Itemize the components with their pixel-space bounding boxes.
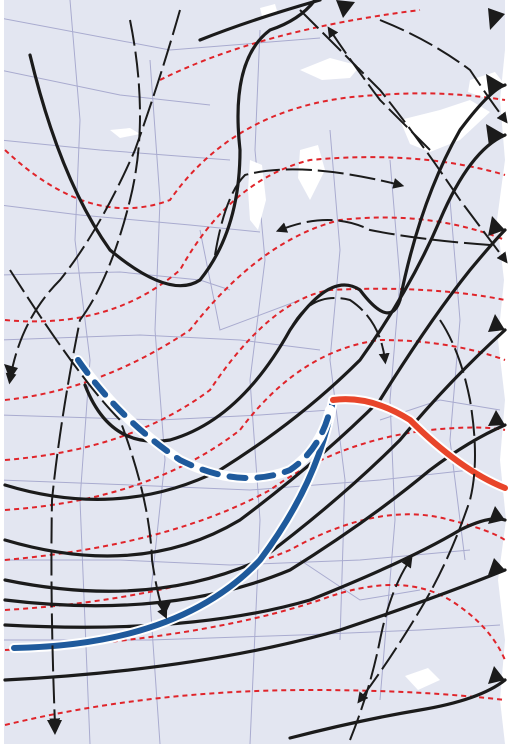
left-margin — [0, 0, 4, 744]
streamline-e — [275, 219, 491, 246]
isobar-low — [83, 83, 507, 443]
right-ocean — [497, 0, 523, 744]
streamline-i — [357, 319, 476, 704]
streamline-j — [349, 556, 413, 741]
warm-front — [330, 396, 508, 491]
great-lake-erie — [400, 100, 490, 152]
isotherm-3 — [4, 156, 506, 323]
isotherm-5 — [4, 287, 506, 461]
water-bodies — [110, 0, 523, 744]
isobar-arrowheads — [4, 0, 505, 735]
isobar-2 — [3, 133, 507, 501]
great-lake-ontario — [468, 72, 505, 98]
isotherm-7 — [4, 426, 506, 561]
isobar-6 — [3, 517, 507, 629]
isobar-7 — [3, 568, 507, 682]
isotherm-1 — [159, 9, 421, 81]
isobar-9 — [198, 0, 322, 42]
great-lake-upper — [300, 58, 360, 80]
bay-southeast — [405, 668, 440, 690]
streamlines — [5, 9, 508, 741]
isotherm-9 — [4, 584, 506, 661]
streamline-f — [289, 297, 390, 365]
streamline-h — [327, 26, 431, 151]
great-lake-michigan — [248, 160, 266, 230]
small-lake-west — [110, 128, 140, 138]
streamline-k — [379, 19, 508, 124]
isotherm-2 — [4, 92, 506, 210]
isobar-4 — [3, 328, 507, 593]
state-borders — [0, 0, 501, 744]
isobar-8 — [288, 678, 507, 740]
streamline-d — [214, 168, 405, 256]
isobar-3 — [3, 228, 507, 558]
streamline-a — [5, 9, 181, 385]
cold-front — [11, 397, 336, 651]
streamline-b — [49, 19, 141, 730]
isotherm-10 — [4, 688, 506, 726]
isotherm-6 — [4, 338, 506, 511]
isobar-trough — [28, 0, 317, 288]
fronts — [9, 355, 510, 653]
dashed-front — [75, 357, 333, 481]
isobars — [3, 0, 507, 740]
streamline-c — [9, 269, 168, 619]
